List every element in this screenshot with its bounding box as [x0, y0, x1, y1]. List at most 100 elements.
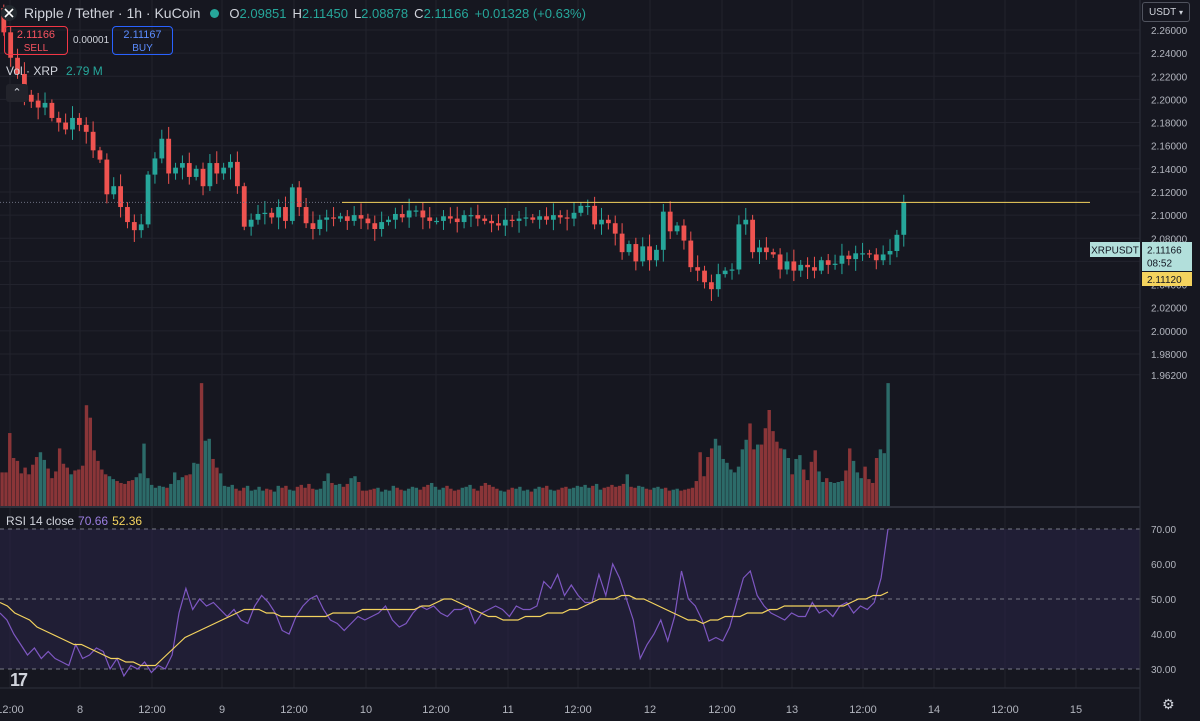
- volume-bar: [330, 482, 334, 506]
- volume-bar: [817, 471, 821, 506]
- symbol-logo-icon[interactable]: [0, 4, 18, 22]
- time-axis-tick-label: 14: [928, 704, 940, 716]
- volume-bar: [249, 490, 254, 506]
- volume-bar: [671, 489, 676, 506]
- volume-bar: [169, 483, 173, 506]
- volume-bar: [867, 479, 871, 506]
- volume-bar: [142, 443, 146, 506]
- volume-bar: [50, 478, 54, 506]
- candle-body: [777, 254, 783, 270]
- price-axis-tick-label: 2.26000: [1151, 26, 1188, 37]
- rsi-legend[interactable]: RSI 14 close 70.66 52.36: [6, 514, 142, 528]
- volume-bar: [541, 487, 545, 506]
- buy-button[interactable]: 2.11167 BUY: [112, 26, 173, 55]
- volume-bar: [364, 490, 369, 506]
- volume-bar: [395, 487, 399, 506]
- candle-body: [523, 217, 529, 219]
- volume-bar: [602, 487, 606, 506]
- spread-value: 0.00001: [73, 35, 110, 46]
- candle-body: [530, 217, 536, 220]
- candle-body: [551, 215, 556, 220]
- currency-selector[interactable]: USDT ▾: [1142, 2, 1190, 22]
- chevron-down-icon: ▾: [1178, 8, 1183, 17]
- candle-body: [750, 219, 756, 253]
- time-axis[interactable]: 12:00 8 12:00 9 12:00 10 12:00 11 12:00 12 12:00 13…: [0, 704, 1082, 716]
- volume-bars: [0, 383, 890, 506]
- candle-body: [674, 225, 680, 232]
- price-axis[interactable]: 2.26000 2.24000 2.22000 2.20000 2.18000 2.160…: [1151, 26, 1188, 382]
- candle-body: [441, 216, 446, 221]
- tradingview-logo-icon[interactable]: 17: [10, 670, 28, 690]
- volume-bar: [610, 484, 614, 506]
- volume-bar: [38, 452, 43, 506]
- candle-body: [887, 250, 893, 255]
- candle-body: [317, 219, 323, 230]
- time-axis-tick-label: 11: [502, 704, 513, 716]
- rsi-legend-value: 70.66: [78, 514, 109, 528]
- volume-bar: [487, 484, 491, 506]
- volume-bar: [663, 487, 668, 506]
- candle-body: [592, 205, 598, 225]
- volume-bar: [199, 383, 204, 506]
- sell-button[interactable]: 2.11166 SELL: [4, 26, 68, 55]
- collapse-legend-button[interactable]: ⌃: [6, 84, 28, 102]
- volume-bar: [667, 490, 672, 506]
- volume-bar: [353, 476, 357, 506]
- volume-bar: [775, 441, 779, 506]
- change-value: +0.01328 (+0.63%): [474, 5, 586, 21]
- candle-body: [509, 219, 515, 221]
- volume-bar: [725, 462, 729, 506]
- candle-body: [880, 254, 886, 261]
- volume-bar: [525, 489, 530, 506]
- volume-legend[interactable]: Vol · XRP 2.79 M: [6, 64, 103, 78]
- volume-bar: [42, 459, 46, 506]
- price-axis-tick-label: 2.18000: [1151, 119, 1188, 130]
- candle-body: [482, 218, 488, 221]
- volume-bar: [134, 477, 139, 506]
- candle-body: [1, 8, 7, 33]
- volume-bar: [165, 487, 169, 506]
- candle-body: [901, 202, 907, 235]
- volume-bar: [464, 486, 468, 506]
- candle-body: [159, 138, 165, 159]
- volume-bar: [226, 486, 231, 506]
- volume-bar: [334, 484, 338, 506]
- candle-body: [619, 233, 625, 253]
- volume-bar: [499, 490, 503, 506]
- volume-bar: [779, 448, 783, 506]
- candle-body: [131, 222, 137, 231]
- volume-bar: [441, 487, 445, 506]
- volume-bar: [234, 488, 238, 506]
- rsi-axis-tick-label: 70.00: [1151, 525, 1176, 536]
- volume-bar: [798, 455, 802, 506]
- volume-bar: [31, 464, 35, 506]
- candle-body: [56, 117, 62, 123]
- candle-body: [702, 270, 707, 283]
- price-axis-tick-label: 2.00000: [1151, 327, 1188, 338]
- gear-icon[interactable]: ⚙: [1162, 696, 1175, 712]
- volume-bar: [149, 484, 154, 506]
- price-axis-tick-label: 2.20000: [1151, 95, 1188, 106]
- candle-body: [489, 220, 494, 224]
- volume-bar: [445, 485, 449, 506]
- volume-bar: [172, 472, 177, 506]
- volume-bar: [468, 484, 472, 506]
- volume-bar: [11, 458, 16, 506]
- volume-bar: [871, 482, 875, 506]
- candle-body: [805, 264, 810, 268]
- price-axis-tick-label: 2.02000: [1151, 304, 1188, 315]
- volume-bar: [717, 445, 722, 506]
- candle-body: [70, 117, 75, 130]
- volume-bar: [690, 487, 695, 506]
- volume-bar: [295, 486, 300, 506]
- volume-bar: [529, 491, 534, 506]
- volume-bar: [433, 486, 438, 506]
- volume-bar: [303, 487, 307, 506]
- rsi-axis[interactable]: 70.00 60.00 50.00 40.00 30.00: [1151, 525, 1176, 676]
- time-axis-tick-label: 12:00: [849, 704, 877, 716]
- symbol-title[interactable]: Ripple / Tether · 1h · KuCoin: [24, 5, 201, 21]
- volume-bar: [736, 466, 741, 506]
- candle-body: [537, 216, 543, 220]
- volume-bar: [368, 489, 373, 506]
